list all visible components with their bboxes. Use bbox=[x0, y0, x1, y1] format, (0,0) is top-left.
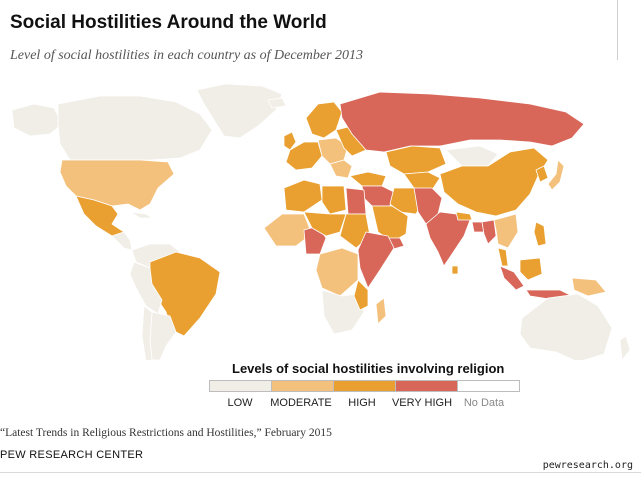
region-indochina bbox=[493, 213, 519, 249]
region-mozambique-tanzania bbox=[353, 279, 369, 311]
region-scandinavia bbox=[305, 101, 343, 139]
legend-title: Levels of social hostilities involving r… bbox=[232, 361, 505, 376]
region-saudi-arabia bbox=[371, 205, 409, 243]
region-sri-lanka bbox=[451, 265, 459, 275]
region-china bbox=[439, 147, 549, 217]
region-southern-africa bbox=[321, 289, 365, 335]
world-map bbox=[11, 83, 631, 360]
legend-swatch-very-high bbox=[395, 380, 458, 392]
region-united-states bbox=[59, 159, 175, 211]
region-new-zealand bbox=[619, 335, 631, 360]
region-myanmar bbox=[481, 219, 497, 245]
legend-label-no-data: No Data bbox=[463, 397, 505, 409]
region-australia bbox=[519, 293, 613, 360]
region-malay-peninsula bbox=[497, 247, 509, 267]
region-indonesia-borneo bbox=[519, 257, 543, 281]
region-uk bbox=[283, 131, 297, 151]
legend-label-high: HIGH bbox=[348, 397, 376, 409]
region-western-europe bbox=[285, 141, 323, 171]
region-horn-of-africa bbox=[357, 231, 395, 289]
map-subtitle: Level of social hostilities in each coun… bbox=[10, 48, 364, 63]
region-greenland bbox=[196, 83, 283, 139]
region-sahel bbox=[303, 211, 347, 237]
map-title: Social Hostilities Around the World bbox=[10, 12, 327, 33]
region-canada bbox=[57, 95, 213, 161]
region-iceland bbox=[267, 97, 287, 109]
footer-rule bbox=[0, 472, 641, 473]
legend-color-bar bbox=[209, 380, 520, 392]
region-papua bbox=[571, 277, 607, 297]
region-turkey bbox=[349, 171, 387, 187]
frame-divider bbox=[617, 0, 618, 60]
region-egypt bbox=[345, 187, 367, 215]
region-nepal bbox=[455, 211, 473, 221]
region-central-america bbox=[111, 231, 133, 251]
region-korea bbox=[535, 165, 549, 183]
region-libya bbox=[321, 185, 347, 215]
legend-label-low: LOW bbox=[227, 397, 253, 409]
legend-label-moderate: MODERATE bbox=[270, 397, 332, 409]
legend-swatch-high bbox=[333, 380, 396, 392]
region-alaska bbox=[11, 103, 63, 137]
region-north-africa-west bbox=[283, 179, 323, 213]
source-citation: “Latest Trends in Religious Restrictions… bbox=[0, 427, 332, 439]
legend-swatch-low bbox=[209, 380, 272, 392]
region-chile bbox=[141, 305, 153, 360]
region-russia bbox=[339, 91, 585, 153]
region-indonesia-sumatra bbox=[499, 265, 525, 291]
organization-name: PEW RESEARCH CENTER bbox=[0, 449, 144, 461]
region-mexico bbox=[75, 195, 125, 237]
region-japan bbox=[547, 159, 565, 191]
region-madagascar bbox=[375, 297, 387, 325]
region-philippines bbox=[533, 221, 547, 247]
region-cuba bbox=[129, 211, 153, 219]
region-central-asia bbox=[403, 171, 441, 191]
region-balkans bbox=[329, 159, 353, 179]
region-levant-iraq bbox=[361, 185, 395, 207]
region-kazakhstan bbox=[385, 145, 447, 175]
legend-swatch-moderate bbox=[271, 380, 334, 392]
region-mongolia bbox=[445, 145, 499, 167]
region-india bbox=[425, 211, 471, 267]
region-central-africa bbox=[315, 247, 359, 297]
website-url: pewresearch.org bbox=[540, 460, 635, 471]
legend-label-very-high: VERY HIGH bbox=[391, 397, 453, 409]
legend-swatch-no-data bbox=[457, 380, 520, 392]
